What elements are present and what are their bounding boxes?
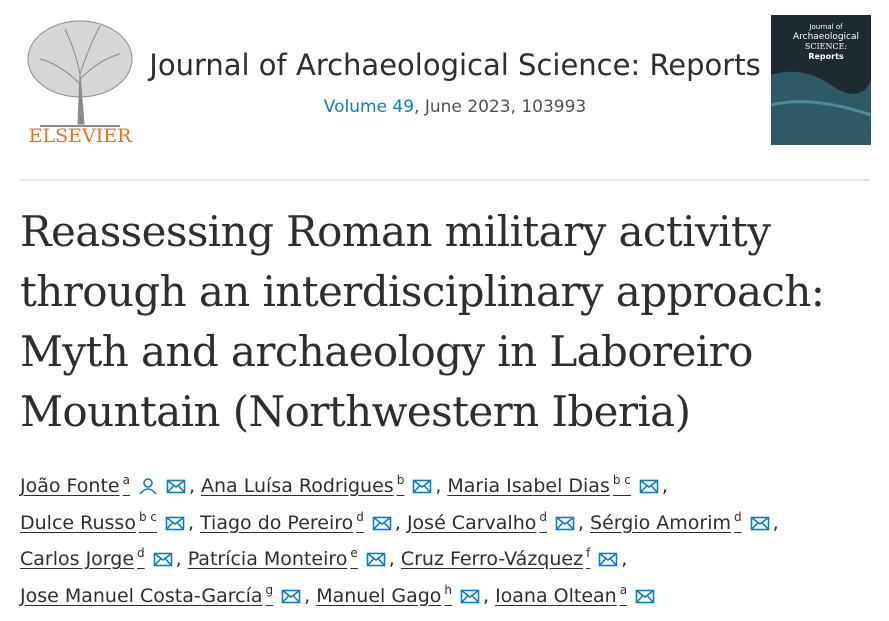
author[interactable]: Carlos Jorge d [20, 546, 173, 570]
separator: , [772, 511, 779, 534]
author[interactable]: Tiago do Pereiro d [200, 509, 392, 534]
separator: , [435, 475, 442, 497]
cover-text: Journal of [808, 23, 843, 31]
affiliation: a [619, 582, 628, 597]
separator: , [661, 475, 668, 497]
email-icon[interactable] [281, 587, 301, 605]
title-line: Myth and archaeology in Laboreiro [20, 327, 753, 376]
author-name[interactable]: Dulce Russo b c [20, 509, 157, 534]
title-line: Mountain (Northwestern Iberia) [20, 387, 691, 436]
email-icon[interactable] [555, 514, 575, 532]
publisher-name: ELSEVIER [29, 125, 132, 147]
cover-text: Archaeological [793, 32, 859, 42]
email-icon[interactable] [372, 514, 392, 532]
affiliation: d [137, 546, 145, 560]
cover-text: SCIENCE: [805, 42, 847, 51]
author[interactable]: Jose Manuel Costa-García g [20, 582, 301, 607]
author-name[interactable]: Ioana Oltean a [495, 582, 628, 607]
author-name[interactable]: Manuel Gago h [316, 582, 453, 607]
email-icon[interactable] [412, 477, 432, 495]
affiliation: d [356, 509, 364, 524]
separator: , [394, 511, 401, 534]
affiliation: g [265, 582, 274, 597]
author-row: Jose Manuel Costa-García g, Manuel Gago h, I… [20, 578, 785, 615]
separator: , [188, 475, 195, 497]
author-row: Carlos Jorge d, Patrícia Monteiro e, Cruz Fe… [20, 541, 785, 578]
affiliation: b [396, 473, 405, 487]
affiliation: b c [138, 509, 157, 524]
separator: , [175, 548, 182, 570]
divider [20, 179, 870, 181]
author-name[interactable]: Tiago do Pereiro d [200, 509, 364, 534]
author[interactable]: Dulce Russo b c [20, 509, 185, 534]
affiliation: d [539, 509, 547, 524]
affiliation: f [586, 546, 591, 560]
author[interactable]: João Fonte a [20, 473, 186, 497]
email-icon[interactable] [639, 477, 659, 495]
author-name[interactable]: Patrícia Monteiro e [187, 546, 358, 570]
author-list: João Fonte a, Ana Luísa Rodrigues b, Maria I… [20, 468, 785, 614]
author[interactable]: Manuel Gago h [316, 582, 480, 607]
author[interactable]: Maria Isabel Dias b c [447, 473, 659, 497]
author-name[interactable]: Jose Manuel Costa-García g [20, 582, 274, 607]
separator: , [388, 548, 395, 570]
author-name[interactable]: Ana Luísa Rodrigues b [201, 473, 405, 497]
journal-name[interactable]: Journal of Archaeological Science: Repor… [149, 48, 761, 82]
author[interactable]: Ana Luísa Rodrigues b [201, 473, 432, 497]
email-icon[interactable] [635, 587, 655, 605]
affiliation: e [350, 546, 358, 560]
separator: , [621, 548, 628, 570]
volume-info: Volume 49, June 2023, 103993 [140, 97, 770, 117]
affiliation: h [444, 582, 453, 597]
author-name[interactable]: Carlos Jorge d [20, 546, 145, 570]
author-row: João Fonte a, Ana Luísa Rodrigues b, Maria I… [20, 468, 785, 505]
article-title: Reassessing Roman military activity throu… [20, 202, 825, 442]
issue-info: , June 2023, 103993 [414, 97, 587, 117]
author-name[interactable]: Maria Isabel Dias b c [447, 473, 631, 497]
affiliation: b c [612, 473, 631, 487]
affiliation: a [122, 473, 130, 487]
volume-link[interactable]: Volume 49 [323, 97, 415, 117]
email-icon[interactable] [166, 477, 186, 495]
author[interactable]: Sérgio Amorim d [590, 509, 770, 534]
email-icon[interactable] [153, 550, 173, 568]
author[interactable]: Cruz Ferro-Vázquez f [400, 546, 618, 570]
email-icon[interactable] [460, 587, 480, 605]
author-name[interactable]: Cruz Ferro-Vázquez f [400, 546, 591, 570]
title-line: through an interdisciplinary approach: [20, 267, 825, 316]
separator: , [483, 584, 490, 607]
journal-cover[interactable]: Journal of Archaeological SCIENCE: Repor… [771, 15, 871, 145]
email-icon[interactable] [598, 550, 618, 568]
separator: , [578, 511, 585, 534]
affiliation: d [734, 509, 742, 524]
separator: , [304, 584, 311, 607]
email-icon[interactable] [366, 550, 386, 568]
publisher-logo: ELSEVIER [27, 20, 133, 147]
author-name[interactable]: João Fonte a [20, 473, 130, 497]
cover-text: Reports [808, 52, 844, 61]
author[interactable]: Patrícia Monteiro e [187, 546, 386, 570]
author-row: Dulce Russo b c, Tiago do Pereiro d, José Ca… [20, 505, 785, 542]
person-icon[interactable] [138, 477, 158, 495]
author[interactable]: José Carvalho d [406, 509, 575, 534]
title-line: Reassessing Roman military activity [20, 207, 771, 256]
email-icon[interactable] [165, 514, 185, 532]
author-name[interactable]: José Carvalho d [406, 509, 547, 534]
separator: , [187, 511, 195, 534]
author[interactable]: Ioana Oltean a [495, 582, 655, 607]
author-name[interactable]: Sérgio Amorim d [590, 509, 742, 534]
email-icon[interactable] [750, 514, 770, 532]
